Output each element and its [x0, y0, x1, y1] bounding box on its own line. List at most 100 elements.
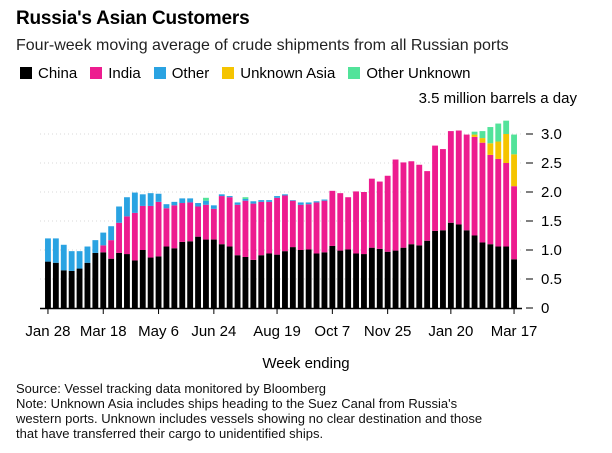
y-axis-unit-label: 3.5 million barrels a day	[419, 90, 578, 107]
chart-title: Russia's Asian Customers	[16, 8, 250, 29]
bar-other-15	[163, 204, 170, 209]
bar-other-unknown-57	[495, 123, 502, 142]
bar-india-42	[376, 181, 383, 249]
bar-india-33	[305, 204, 312, 250]
legend: China India Other Unknown Asia Other Unk…	[20, 63, 484, 83]
bar-other-32	[297, 202, 304, 205]
bar-china-24	[234, 255, 241, 308]
bar-other-3	[68, 251, 75, 271]
bar-china-40	[361, 254, 367, 308]
legend-swatch-china	[20, 67, 32, 79]
legend-item-india: India	[90, 65, 141, 82]
bar-india-35	[321, 200, 328, 253]
legend-item-china: China	[20, 65, 77, 82]
bar-china-0	[45, 261, 51, 308]
bar-china-18	[187, 241, 194, 308]
bar-india-28	[266, 201, 273, 254]
note-line-3: that have transferred their cargo to uni…	[16, 426, 324, 441]
legend-label-china: China	[38, 64, 78, 82]
bar-china-3	[68, 270, 75, 308]
bar-unknown-asia-58	[503, 134, 510, 163]
bar-other-25	[242, 198, 249, 201]
bar-china-10	[124, 254, 130, 308]
legend-item-other: Other	[153, 64, 210, 82]
legend-label-india: India	[108, 64, 141, 82]
bar-china-38	[345, 249, 352, 308]
bar-india-7	[100, 245, 107, 253]
bar-china-25	[242, 256, 249, 308]
bar-other-34	[313, 201, 320, 203]
bar-india-19	[195, 206, 201, 237]
legend-item-unknown-asia: Unknown Asia	[222, 65, 335, 82]
bar-china-35	[321, 252, 328, 308]
bar-india-13	[147, 205, 154, 258]
bar-other-35	[321, 199, 328, 201]
bar-india-54	[471, 136, 478, 236]
bar-other-30	[282, 194, 288, 196]
bar-india-22	[218, 196, 225, 245]
bar-china-17	[179, 241, 186, 308]
bar-other-13	[147, 193, 154, 206]
bar-china-13	[147, 257, 154, 308]
bar-india-18	[187, 202, 194, 242]
bar-india-16	[171, 205, 178, 249]
bar-unknown-asia-57	[495, 141, 502, 159]
bar-india-48	[424, 171, 431, 241]
y-tick-label-1: 0.5	[541, 271, 562, 288]
bar-china-48	[424, 240, 431, 308]
note-line-1: Note: Unknown Asia includes ships headin…	[16, 396, 458, 411]
bar-china-8	[108, 258, 115, 308]
x-axis-title: Week ending	[262, 355, 350, 372]
bar-china-36	[329, 245, 336, 308]
bar-china-1	[52, 262, 59, 308]
bar-other-19	[195, 203, 201, 207]
bar-china-56	[487, 244, 494, 308]
bar-other-18	[187, 198, 194, 203]
bar-china-28	[266, 253, 273, 308]
bar-india-57	[495, 158, 502, 247]
legend-swatch-other	[153, 67, 166, 79]
bar-india-58	[503, 163, 510, 247]
bar-china-31	[289, 247, 296, 308]
bar-unknown-asia-59	[511, 154, 517, 187]
bar-other-20	[203, 200, 209, 205]
bar-other-0	[45, 238, 51, 262]
bar-other-31	[289, 200, 296, 201]
bar-china-50	[440, 230, 446, 308]
bar-china-26	[250, 259, 257, 308]
bar-india-20	[203, 204, 209, 240]
bar-china-41	[368, 247, 375, 308]
bar-china-21	[210, 239, 217, 308]
bar-india-27	[258, 201, 265, 256]
bar-other-27	[258, 200, 265, 202]
bar-unknown-asia-54	[471, 134, 478, 137]
bar-china-30	[282, 251, 288, 308]
bar-india-10	[124, 216, 130, 255]
legend-item-other-unknown: Other Unknown	[348, 65, 471, 82]
bar-india-40	[361, 192, 367, 255]
bar-other-7	[100, 232, 107, 246]
bar-china-43	[384, 251, 391, 308]
bar-other-21	[210, 205, 217, 209]
bar-india-53	[463, 134, 470, 231]
bar-india-30	[282, 195, 288, 252]
bar-other-29	[274, 196, 280, 198]
bar-india-25	[242, 200, 249, 257]
bar-india-34	[313, 202, 320, 254]
bar-other-4	[76, 251, 83, 269]
bar-other-17	[179, 198, 186, 204]
bar-china-59	[511, 259, 517, 308]
bar-other-16	[171, 201, 178, 206]
bar-china-20	[203, 239, 209, 308]
bar-other-9	[116, 206, 122, 223]
bar-china-23	[226, 246, 233, 308]
bar-india-21	[210, 208, 217, 240]
legend-label-other: Other	[171, 64, 210, 82]
bar-india-47	[416, 164, 423, 246]
bar-china-44	[392, 250, 399, 308]
bar-india-46	[408, 161, 415, 245]
bar-china-11	[131, 260, 138, 308]
bar-other-unknown-59	[511, 134, 517, 155]
bar-other-22	[218, 194, 225, 197]
bar-other-14	[155, 193, 162, 202]
